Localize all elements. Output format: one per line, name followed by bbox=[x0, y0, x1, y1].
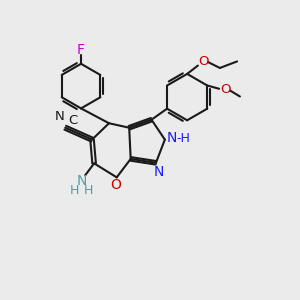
Text: O: O bbox=[199, 55, 209, 68]
Text: N: N bbox=[55, 110, 64, 123]
Text: -H: -H bbox=[176, 132, 190, 145]
Text: N: N bbox=[77, 174, 87, 188]
Text: F: F bbox=[77, 44, 85, 57]
Text: N: N bbox=[166, 131, 177, 145]
Text: O: O bbox=[111, 178, 122, 192]
Text: C: C bbox=[68, 114, 77, 127]
Text: N: N bbox=[154, 165, 164, 179]
Text: O: O bbox=[221, 83, 231, 97]
Text: H: H bbox=[70, 184, 80, 196]
Text: H: H bbox=[83, 184, 93, 196]
